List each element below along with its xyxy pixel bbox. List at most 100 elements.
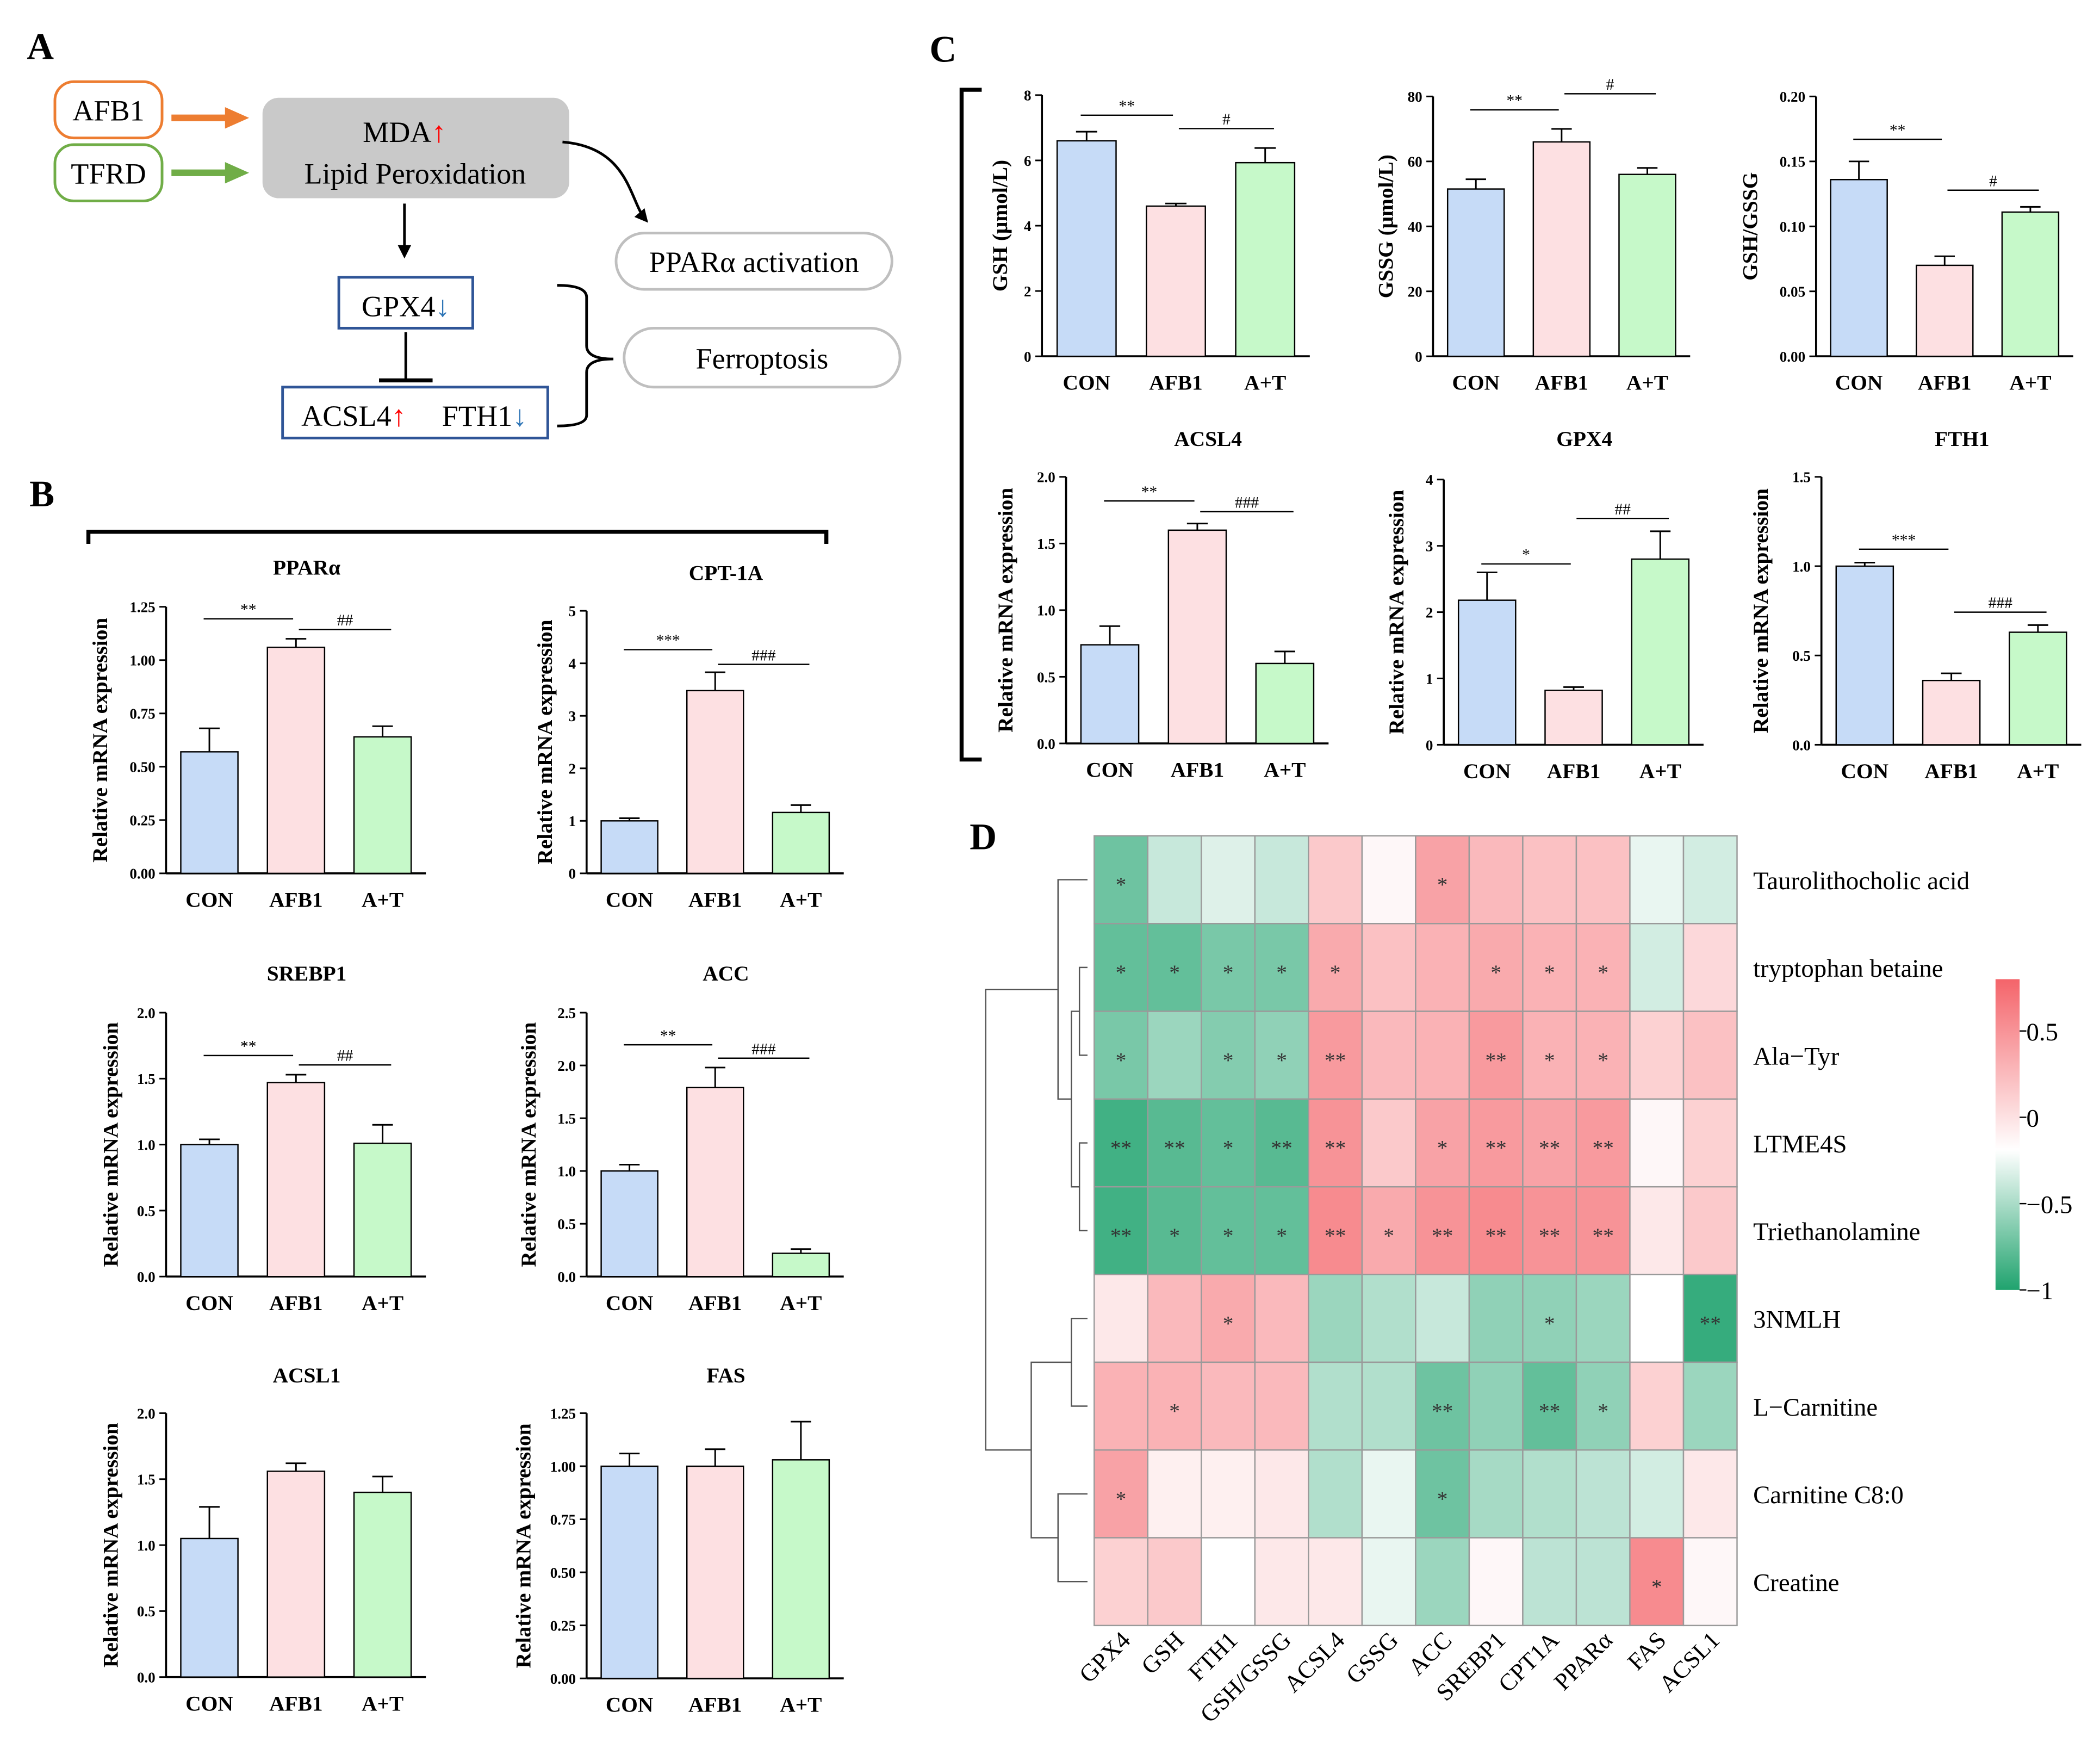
y-tick-label: 80 <box>1408 89 1422 105</box>
afb1-label: AFB1 <box>72 95 144 127</box>
category-label: CON <box>185 1691 233 1715</box>
significance-star: * <box>1169 1224 1180 1248</box>
significance-star: * <box>1116 960 1127 984</box>
chart-title: FTH1 <box>1935 427 1990 451</box>
gpx4-box <box>337 276 474 330</box>
bar-afb1 <box>1544 690 1603 746</box>
significance-star: ** <box>1325 1136 1346 1160</box>
category-label: A+T <box>780 1291 822 1315</box>
y-tick-label: 1 <box>1426 671 1433 687</box>
significance-star: ** <box>1110 1136 1132 1160</box>
category-label: A+T <box>780 888 822 911</box>
heatmap-cell <box>1415 1274 1470 1363</box>
significance-star: ** <box>1593 1224 1614 1248</box>
heatmap-cell <box>1361 923 1416 1012</box>
y-tick-label: 0.10 <box>1780 219 1805 235</box>
heatmap-cell <box>1415 923 1470 1012</box>
heatmap-cell <box>1147 1537 1202 1627</box>
heatmap-cell <box>1468 1274 1524 1363</box>
significance-star: * <box>1330 960 1341 984</box>
significance-star: ** <box>1325 1224 1346 1248</box>
category-label: A+T <box>1264 758 1306 782</box>
bar-con <box>600 1170 658 1278</box>
heatmap-cell <box>1522 1274 1577 1363</box>
heatmap-cell <box>1094 923 1149 1012</box>
tfrd-arrow-icon <box>225 162 250 184</box>
y-tick-label: 1.5 <box>137 1472 156 1488</box>
y-axis-label: GSH (μmol/L) <box>988 160 1012 292</box>
heatmap-cell <box>1468 1098 1524 1188</box>
significance-label: ## <box>337 612 353 629</box>
bar-afb1 <box>686 1087 744 1278</box>
chart-title: CPT-1A <box>689 561 763 585</box>
category-label: CON <box>1086 758 1134 782</box>
heatmap-row-label: Triethanolamine <box>1753 1218 1921 1246</box>
bar-con <box>180 1537 239 1678</box>
heatmap-cell <box>1575 1186 1631 1275</box>
y-tick-label: 1.0 <box>137 1537 156 1554</box>
chart-title: ACSL1 <box>273 1363 341 1387</box>
panel-label-c: C <box>929 28 956 70</box>
heatmap-cell <box>1682 1186 1738 1275</box>
significance-star: ** <box>1432 1399 1453 1423</box>
bar-at <box>353 736 412 875</box>
heatmap-cell <box>1629 1186 1685 1275</box>
chart-fas: 0.00 0.25 0.50 0.75 1.00 1.25 CON AFB1 A+T FAS Rel… <box>511 1363 844 1717</box>
significance-label: ## <box>337 1047 353 1065</box>
bar-at <box>1255 662 1315 745</box>
y-tick-label: 0.5 <box>1792 648 1811 664</box>
y-axis-label: Relative mRNA expression <box>1384 489 1408 734</box>
y-tick-label: 0.25 <box>129 813 155 829</box>
heatmap-cell <box>1682 835 1738 925</box>
heatmap-cell <box>1094 835 1149 925</box>
significance-star: * <box>1544 1311 1555 1335</box>
heatmap-cell <box>1254 1098 1309 1188</box>
ppara-activation-label: PPARα activation <box>649 246 859 278</box>
bar-con <box>1080 644 1140 745</box>
y-tick-label: 1.00 <box>129 653 155 669</box>
heatmap-cell <box>1415 835 1470 925</box>
category-label: AFB1 <box>269 888 322 911</box>
bar-con <box>1835 565 1894 746</box>
category-label: CON <box>606 888 654 911</box>
significance-label: ** <box>1141 483 1158 501</box>
y-axis-label: Relative mRNA expression <box>1749 488 1773 733</box>
lipid-peroxidation-label: Lipid Peroxidation <box>305 157 526 190</box>
up-arrow-icon: ↑ <box>392 400 406 432</box>
heatmap-cell <box>1522 1186 1577 1275</box>
category-label: CON <box>1452 371 1500 395</box>
y-tick-label: 0.00 <box>129 866 155 882</box>
heatmap-cell <box>1468 1186 1524 1275</box>
y-tick-label: 0.0 <box>1792 737 1811 753</box>
heatmap-cell <box>1147 1449 1202 1539</box>
significance-star: * <box>1276 1224 1287 1248</box>
heatmap-row-label: tryptophan betaine <box>1753 954 1943 983</box>
dendrogram-branch <box>1030 1361 1072 1539</box>
y-tick-label: 2.0 <box>137 1405 156 1422</box>
y-tick-label: 1.5 <box>137 1071 156 1087</box>
y-tick-label: 0 <box>569 866 576 882</box>
panel-c-bracket <box>959 88 982 762</box>
heatmap-cell <box>1201 835 1256 925</box>
chart-acsl4: 0.0 0.5 1.0 1.5 2.0 CON AFB1 A+T ACSL4 Relative m… <box>993 427 1329 782</box>
heatmap-cell <box>1201 1186 1256 1275</box>
heatmap-cell <box>1415 1537 1470 1627</box>
significance-star: * <box>1223 1311 1234 1335</box>
bar-at <box>2009 631 2067 746</box>
chart-gpx4: 0 1 2 3 4 CON AFB1 A+T GPX4 Relative mRNA express… <box>1384 427 1704 783</box>
y-tick-label: 0 <box>1415 349 1422 365</box>
category-label: AFB1 <box>269 1291 322 1315</box>
colorbar <box>1995 979 2020 1290</box>
y-tick-label: 0.0 <box>557 1269 576 1285</box>
y-tick-label: 0.75 <box>550 1511 576 1528</box>
heatmap-cell <box>1094 1537 1149 1627</box>
heatmap-cell <box>1254 1010 1309 1100</box>
y-tick-label: 1.5 <box>1792 469 1811 486</box>
y-tick-label: 2 <box>569 761 576 777</box>
heatmap-column-label: PPARα <box>1549 1626 1618 1695</box>
significance-star: * <box>1169 1399 1180 1423</box>
category-label: CON <box>185 1291 233 1315</box>
heatmap-cell <box>1682 1010 1738 1100</box>
bar-con <box>1830 179 1888 357</box>
